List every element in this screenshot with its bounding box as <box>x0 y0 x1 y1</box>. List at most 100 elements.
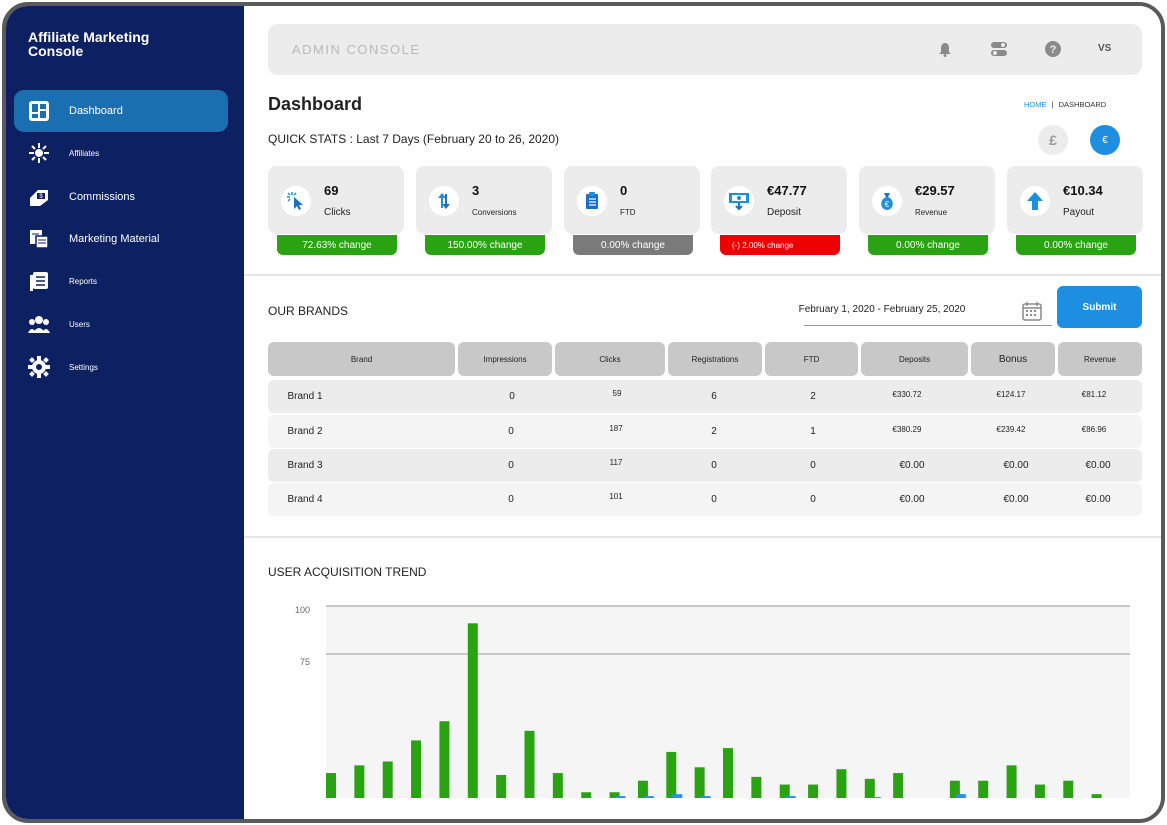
cell-bonus: €239.42 <box>996 425 1026 434</box>
sidebar-item-settings[interactable]: Settings <box>14 346 228 388</box>
cell-registrations: 0 <box>711 460 717 471</box>
breadcrumb-home-link[interactable]: HOME <box>1024 100 1047 109</box>
sidebar-item-dashboard[interactable]: Dashboard <box>14 90 228 132</box>
sidebar-item-commissions[interactable]: $ Commissions <box>14 176 228 218</box>
stat-value: 69 <box>324 183 339 198</box>
submit-button[interactable]: Submit <box>1057 286 1142 328</box>
cell-revenue: €0.00 <box>1085 494 1111 505</box>
cell-clicks: 187 <box>609 424 623 433</box>
y-tick-label: 100 <box>295 605 310 615</box>
reports-icon <box>28 270 50 292</box>
column-header-clicks[interactable]: Clicks <box>555 342 665 376</box>
stat-card-ftd: 0 FTD <box>564 166 700 234</box>
sidebar-item-label: Affiliates <box>69 148 100 158</box>
chart-bar <box>1034 784 1045 798</box>
column-header-revenue[interactable]: Revenue <box>1058 342 1142 376</box>
stat-change-ftd: 0.00% change <box>573 235 693 255</box>
cell-brand: Brand 2 <box>287 426 323 437</box>
bell-icon[interactable] <box>936 40 954 58</box>
sidebar-item-label: Commissions <box>69 191 136 203</box>
table-row: Brand 2 0 187 2 1 €380.29 €239.42 €86.96 <box>268 415 1142 448</box>
stat-card-conversions: 3 Conversions <box>416 166 552 234</box>
chart-bar <box>439 721 450 798</box>
stat-label: Revenue <box>915 208 948 217</box>
sidebar-item-marketing-material[interactable]: Marketing Material <box>14 218 228 260</box>
cell-registrations: 2 <box>711 426 717 437</box>
svg-text:$: $ <box>39 194 43 200</box>
date-range-value: February 1, 2020 - February 25, 2020 <box>798 304 966 315</box>
sidebar-item-label: Settings <box>69 362 98 372</box>
chart-bar <box>723 748 733 798</box>
chart-svg: 100 75 <box>295 605 1130 799</box>
chart-bar <box>326 773 336 798</box>
chart-bar <box>893 773 904 798</box>
commissions-icon: $ <box>28 186 50 208</box>
affiliates-icon <box>28 142 50 164</box>
stat-value: €10.34 <box>1063 183 1103 198</box>
cell-bonus: €124.17 <box>996 390 1026 399</box>
chart-bar-secondary <box>785 796 796 798</box>
help-icon[interactable]: ? <box>1044 40 1062 58</box>
column-header-bonus[interactable]: Bonus <box>971 342 1055 376</box>
stat-label: Payout <box>1063 207 1095 218</box>
chart-bar <box>694 767 705 798</box>
chart-bar <box>496 774 507 798</box>
currency-gbp-button[interactable]: £ <box>1038 125 1068 155</box>
cell-brand: Brand 4 <box>287 494 323 505</box>
quick-stats-title: QUICK STATS : Last 7 Days (February 20 t… <box>268 132 560 146</box>
currency-eur-button[interactable]: € <box>1090 125 1120 155</box>
brands-title: OUR BRANDS <box>268 304 349 318</box>
main-content: ADMIN CONSOLE ? VS Dashboard HOME | DASH… <box>244 6 1161 819</box>
date-range-picker[interactable]: February 1, 2020 - February 25, 2020 <box>799 296 1052 326</box>
sidebar: Affiliate Marketing Console Dashboard Af… <box>6 6 244 819</box>
chart-bar <box>1091 794 1102 798</box>
conversion-arrows-icon <box>429 186 459 216</box>
cell-ftd: 2 <box>810 391 816 402</box>
gear-icon <box>28 356 50 378</box>
cell-impressions: 0 <box>508 494 514 505</box>
column-header-deposits[interactable]: Deposits <box>861 342 968 376</box>
acquisition-trend-chart: 100 75 <box>268 591 1142 811</box>
cell-clicks: 117 <box>609 458 623 467</box>
cursor-click-icon <box>281 186 311 216</box>
sidebar-item-affiliates[interactable]: Affiliates <box>14 132 228 174</box>
column-header-impressions[interactable]: Impressions <box>458 342 552 376</box>
stat-label: Deposit <box>767 207 801 218</box>
chart-bar <box>637 780 648 798</box>
stat-value: €29.57 <box>915 183 955 198</box>
cell-brand: Brand 3 <box>287 460 323 471</box>
users-icon <box>28 313 50 335</box>
cell-bonus: €0.00 <box>1003 494 1029 505</box>
section-divider <box>244 536 1161 538</box>
trend-title: USER ACQUISITION TREND <box>268 565 427 579</box>
cell-deposits: €0.00 <box>899 494 925 505</box>
svg-text:€: € <box>885 200 890 209</box>
stat-value: 0 <box>620 183 628 198</box>
stat-card-clicks: 69 Clicks <box>268 166 404 234</box>
arrow-up-icon <box>1020 186 1050 216</box>
breadcrumb-current: DASHBOARD <box>1058 100 1107 109</box>
chart-bar <box>949 780 960 798</box>
table-row: Brand 1 0 59 6 2 €330.72 €124.17 €81.12 <box>268 380 1142 413</box>
money-bag-icon: € <box>872 186 902 216</box>
cell-registrations: 6 <box>711 391 717 402</box>
section-divider <box>244 274 1161 276</box>
sidebar-item-reports[interactable]: Reports <box>14 260 228 302</box>
toggle-icon[interactable] <box>990 40 1008 58</box>
column-header-ftd[interactable]: FTD <box>765 342 858 376</box>
cell-impressions: 0 <box>508 426 514 437</box>
cell-brand: Brand 1 <box>287 391 323 402</box>
calendar-icon[interactable] <box>1022 301 1042 326</box>
user-avatar[interactable]: VS <box>1098 43 1112 54</box>
sidebar-item-label: Dashboard <box>69 105 123 117</box>
sidebar-item-users[interactable]: Users <box>14 303 228 345</box>
stat-label: Clicks <box>324 207 351 218</box>
table-row: Brand 3 0 117 0 0 €0.00 €0.00 €0.00 <box>268 449 1142 482</box>
column-header-registrations[interactable]: Registrations <box>668 342 762 376</box>
column-header-brand[interactable]: Brand <box>268 342 455 376</box>
console-title: ADMIN CONSOLE <box>292 42 421 57</box>
table-row: Brand 4 0 101 0 0 €0.00 €0.00 €0.00 <box>268 483 1142 516</box>
page-title: Dashboard <box>268 94 363 114</box>
stat-change-revenue: 0.00% change <box>868 235 988 255</box>
chart-bar <box>978 780 989 798</box>
